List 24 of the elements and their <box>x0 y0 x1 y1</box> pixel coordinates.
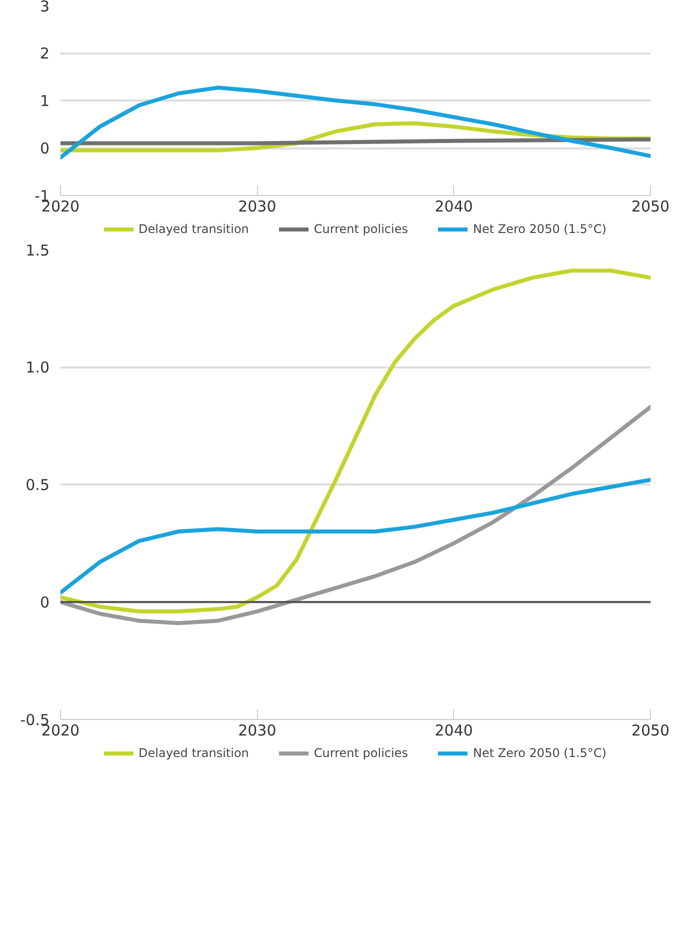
legend-label: Current policies <box>314 222 408 236</box>
line-series <box>60 268 650 614</box>
x-tick-label: 2050 <box>631 722 670 740</box>
y-tick-label: 1 <box>40 92 50 110</box>
legend-label: Net Zero 2050 (1.5°C) <box>472 746 606 760</box>
y-tick-label: 2 <box>40 44 50 62</box>
legend-label: Current policies <box>314 746 408 760</box>
y-tick-label: 0.5 <box>26 476 50 494</box>
x-tick-label: 2030 <box>238 198 276 216</box>
legend-label: Net Zero 2050 (1.5°C) <box>472 222 606 236</box>
y-tick-label: 0 <box>40 594 50 612</box>
line-series <box>60 478 650 595</box>
y-tick-label: 1.5 <box>26 242 50 260</box>
y-tick-label: 3 <box>40 0 50 16</box>
line-series <box>60 404 650 626</box>
x-tick-label: 2050 <box>631 198 670 216</box>
x-tick-label: 2040 <box>434 722 473 740</box>
legend-label: Delayed transition <box>138 222 249 236</box>
x-tick-label: 2030 <box>238 722 276 740</box>
y-tick-label: 0 <box>40 140 50 158</box>
line-series <box>60 86 650 160</box>
y-tick-label: 1.0 <box>26 358 50 376</box>
legend-label: Delayed transition <box>138 746 249 760</box>
x-tick-label: 2040 <box>434 198 473 216</box>
